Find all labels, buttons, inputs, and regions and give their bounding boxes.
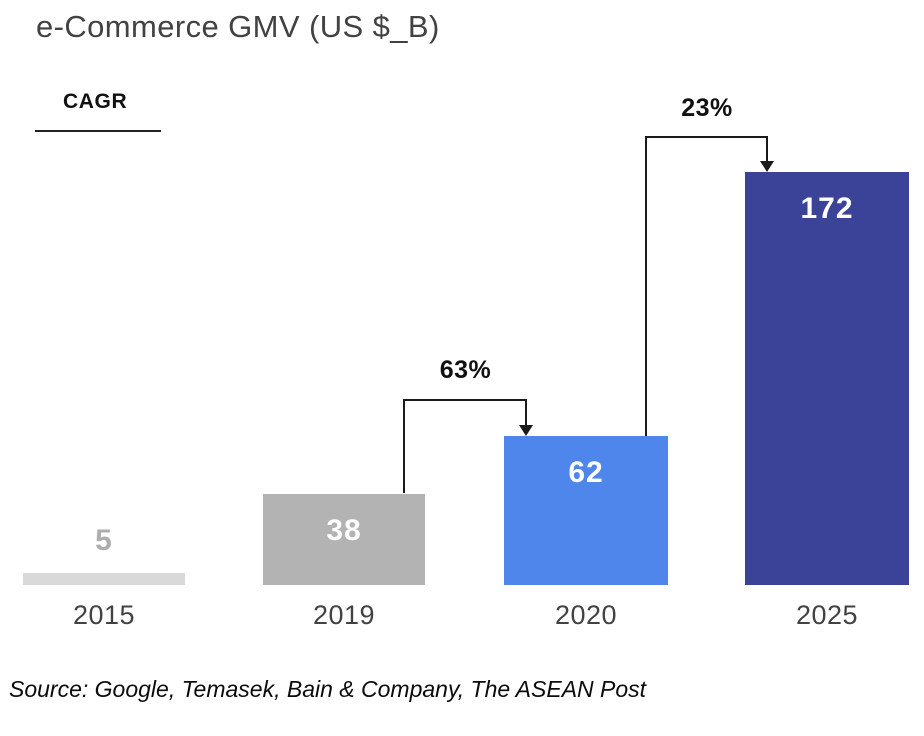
x-axis-label-2020: 2020	[554, 600, 618, 630]
cagr-bracket-2020-2025-left-leg	[645, 136, 647, 436]
cagr-heading: CAGR	[63, 90, 128, 113]
cagr-bracket-2020-2025-arrow-line	[766, 136, 768, 162]
x-axis-label-2015: 2015	[72, 600, 136, 630]
cagr-bracket-2019-2020-left-leg	[403, 399, 405, 493]
bar-2015: 5	[23, 524, 185, 585]
cagr-bracket-2019-2020-top-bar	[403, 399, 527, 401]
cagr-underline	[35, 130, 161, 132]
arrow-down-icon	[760, 161, 774, 172]
cagr-value-2020-2025: 23%	[681, 94, 733, 122]
cagr-bracket-2020-2025-top-bar	[645, 136, 768, 138]
bar-value-2020: 62	[568, 456, 604, 489]
arrow-down-icon	[519, 425, 533, 436]
bar-value-2025: 172	[800, 192, 854, 225]
bar-2019: 38	[263, 494, 425, 585]
cagr-bracket-2019-2020-arrow-line	[525, 399, 527, 426]
bar-2020: 62	[504, 436, 668, 585]
bar-2025: 172	[745, 172, 909, 585]
bar-value-2015: 5	[95, 524, 113, 557]
x-axis-label-2025: 2025	[795, 600, 859, 630]
source-text: Source: Google, Temasek, Bain & Company,…	[9, 676, 647, 702]
chart-title: e-Commerce GMV (US $_B)	[36, 9, 440, 44]
bar-value-2019: 38	[326, 514, 362, 547]
x-axis-label-2019: 2019	[312, 600, 376, 630]
cagr-value-2019-2020: 63%	[439, 356, 492, 384]
